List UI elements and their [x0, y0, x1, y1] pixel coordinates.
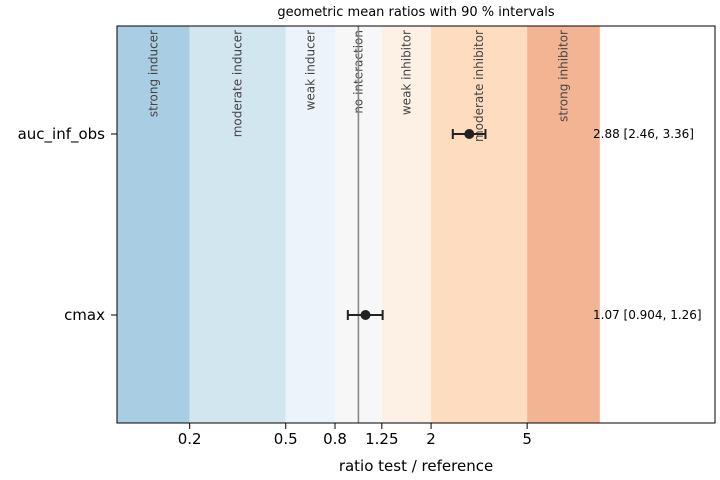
y-tick-label: auc_inf_obs [18, 125, 106, 144]
y-tick-label: cmax [64, 306, 105, 324]
x-tick-label: 1.25 [365, 430, 398, 448]
band-label: strong inhibitor [556, 30, 570, 122]
x-tick-label: 2 [426, 430, 436, 448]
x-axis-label: ratio test / reference [339, 457, 493, 475]
x-tick-label: 5 [522, 430, 532, 448]
band-label: moderate inhibitor [472, 30, 486, 142]
band-0 [117, 26, 190, 423]
point-estimate [464, 129, 475, 139]
estimates [346, 129, 487, 320]
band-label: weak inhibitor [399, 30, 413, 115]
band-label: moderate inducer [231, 30, 245, 137]
point-estimate [360, 310, 371, 320]
band-4 [381, 26, 432, 423]
estimate-auc_inf_obs [451, 129, 487, 139]
band-6 [527, 26, 600, 423]
estimate-cmax [346, 310, 384, 320]
band-label: strong inducer [146, 30, 160, 117]
estimate-annotations: 2.88 [2.46, 3.36] 1.07 [0.904, 1.26] [593, 127, 702, 322]
x-tick-label: 0.2 [178, 430, 202, 448]
x-tick-label: 0.8 [323, 430, 347, 448]
band-2 [285, 26, 336, 423]
band-label: weak inducer [303, 30, 317, 110]
plot-frame [116, 25, 716, 424]
band-1 [189, 26, 286, 423]
annotation-auc_inf_obs: 2.88 [2.46, 3.36] [593, 127, 694, 141]
annotation-cmax: 1.07 [0.904, 1.26] [593, 308, 702, 322]
x-axis-ticks: 0.2 0.5 0.8 1.25 2 5 [178, 423, 532, 448]
x-tick-label: 0.5 [274, 430, 298, 448]
chart-title: geometric mean ratios with 90 % interval… [277, 5, 555, 20]
band-5 [431, 26, 528, 423]
